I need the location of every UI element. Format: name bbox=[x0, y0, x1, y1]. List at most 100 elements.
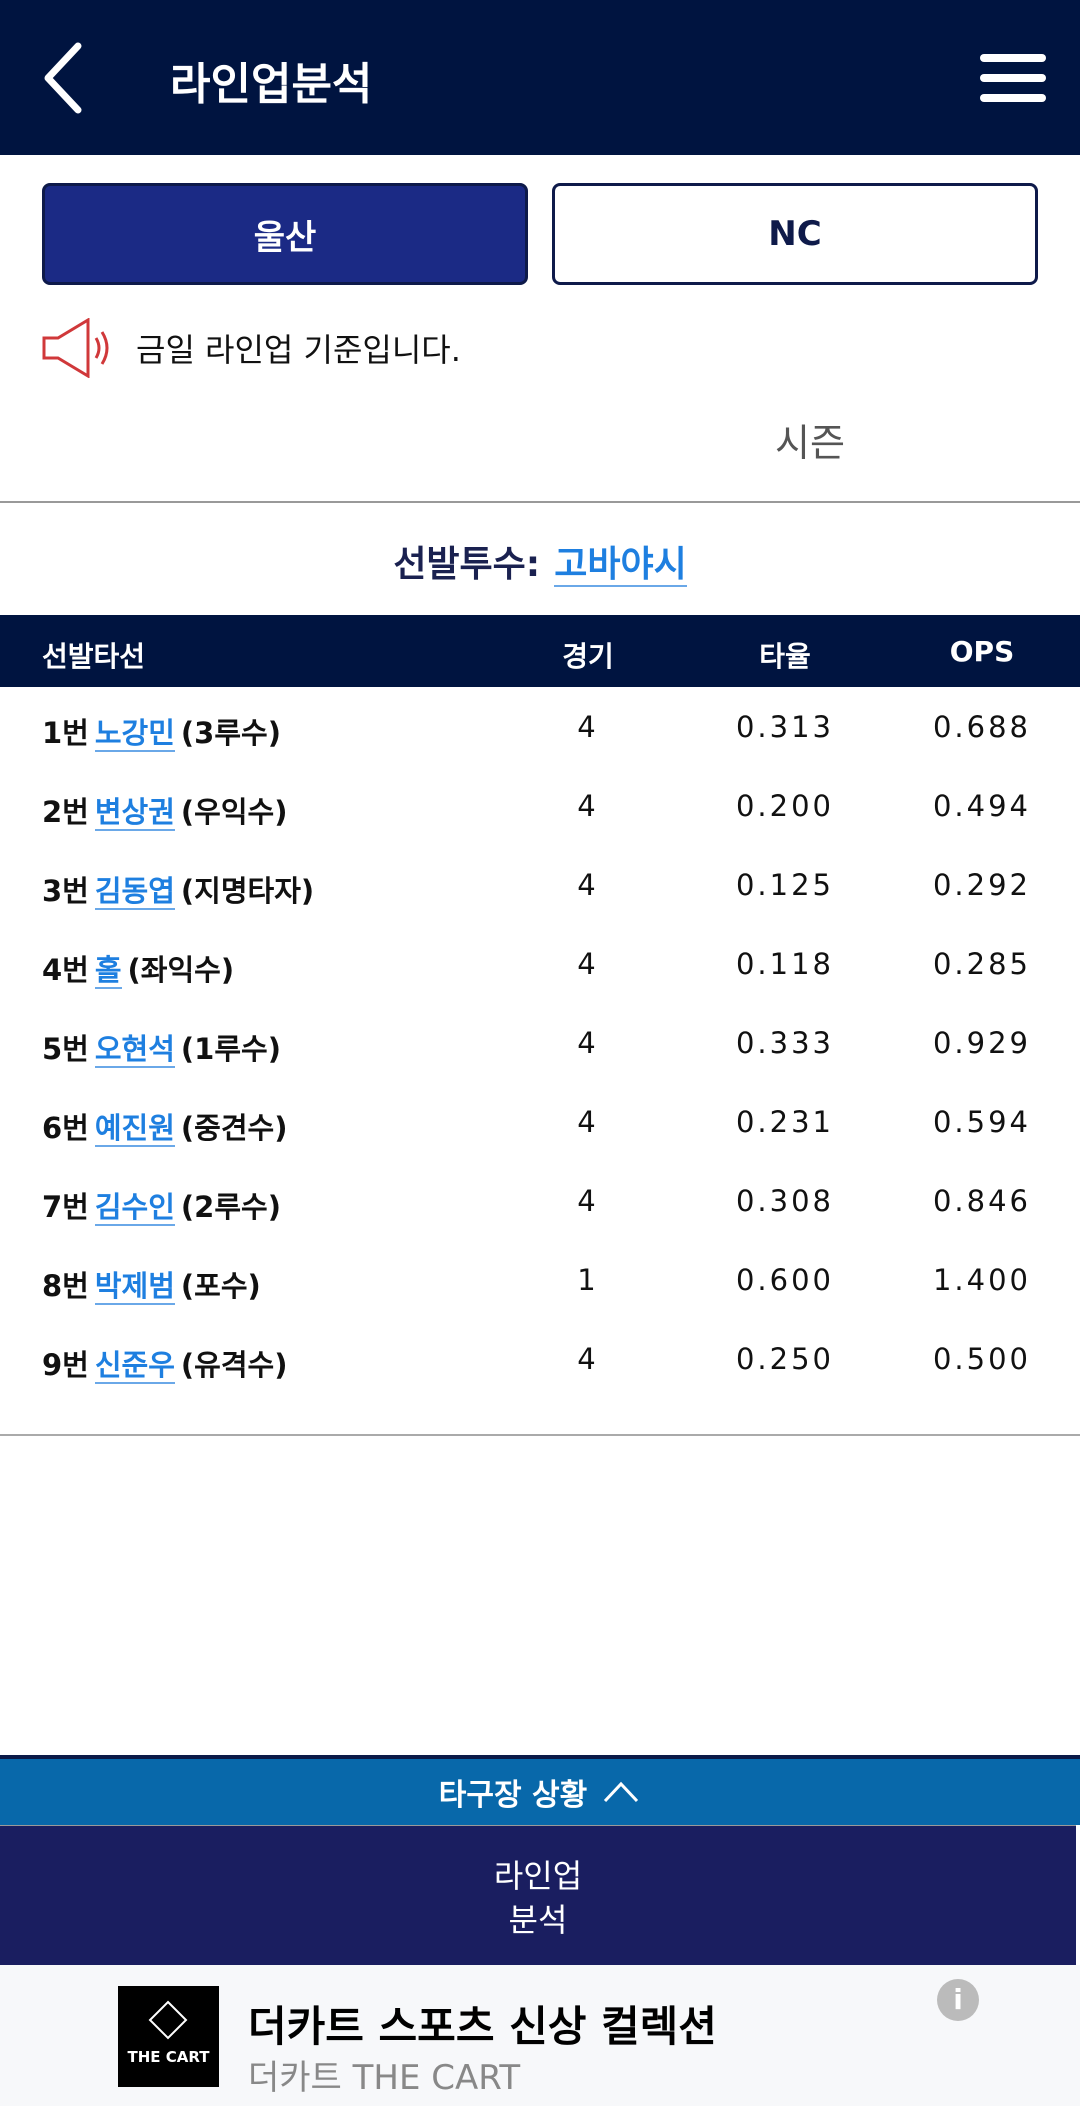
header-lineup: 선발타선 bbox=[42, 640, 146, 673]
ad-subtitle: 더카트 THE CART bbox=[248, 2058, 521, 2098]
header-ops: OPS bbox=[949, 635, 1015, 668]
avg-cell: 0.231 bbox=[735, 1105, 835, 1139]
avg-cell: 0.118 bbox=[735, 947, 835, 981]
ops-cell: 0.292 bbox=[932, 868, 1032, 902]
player-name-link[interactable]: 오현석 bbox=[94, 1032, 175, 1068]
player-name-link[interactable]: 예진원 bbox=[94, 1111, 175, 1147]
games-cell: 4 bbox=[577, 1184, 599, 1218]
player-name-link[interactable]: 신준우 bbox=[94, 1348, 175, 1384]
avg-cell: 0.200 bbox=[735, 789, 835, 823]
divider bbox=[0, 1434, 1080, 1436]
notice-text: 금일 라인업 기준입니다. bbox=[136, 331, 461, 369]
batting-order: 8번 bbox=[42, 1269, 89, 1303]
player-cell: 6번 예진원 (중견수) bbox=[42, 1105, 287, 1147]
games-cell: 1 bbox=[577, 1263, 599, 1297]
ops-cell: 0.846 bbox=[932, 1184, 1032, 1218]
avg-cell: 0.600 bbox=[735, 1263, 835, 1297]
player-position: (중견수) bbox=[180, 1111, 288, 1145]
batting-order: 1번 bbox=[42, 716, 89, 750]
games-cell: 4 bbox=[577, 1026, 599, 1060]
header-games: 경기 bbox=[562, 640, 614, 673]
player-position: (1루수) bbox=[180, 1032, 281, 1066]
player-position: (우익수) bbox=[180, 795, 288, 829]
nav-label-line2: 분석 bbox=[508, 1901, 568, 1939]
ops-cell: 1.400 bbox=[932, 1263, 1032, 1297]
table-row: 4번 홀 (좌익수) 4 0.118 0.285 bbox=[0, 927, 1080, 1006]
ops-cell: 0.688 bbox=[932, 710, 1032, 744]
batting-order: 9번 bbox=[42, 1348, 89, 1382]
player-position: (포수) bbox=[180, 1269, 261, 1303]
player-cell: 1번 노강민 (3루수) bbox=[42, 710, 281, 752]
games-cell: 4 bbox=[577, 868, 599, 902]
table-row: 6번 예진원 (중견수) 4 0.231 0.594 bbox=[0, 1085, 1080, 1164]
pitcher-label: 선발투수: bbox=[393, 544, 541, 585]
games-cell: 4 bbox=[577, 710, 599, 744]
info-icon[interactable]: i bbox=[937, 1979, 979, 2021]
player-cell: 2번 변상권 (우익수) bbox=[42, 789, 287, 831]
player-cell: 8번 박제범 (포수) bbox=[42, 1263, 261, 1305]
avg-cell: 0.250 bbox=[735, 1342, 835, 1376]
batting-order: 3번 bbox=[42, 874, 89, 908]
player-position: (유격수) bbox=[180, 1348, 288, 1382]
speaker-icon bbox=[42, 318, 109, 378]
table-row: 7번 김수인 (2루수) 4 0.308 0.846 bbox=[0, 1164, 1080, 1243]
other-games-toggle[interactable]: 타구장 상황 bbox=[0, 1755, 1080, 1825]
hamburger-menu-icon[interactable] bbox=[980, 54, 1046, 102]
table-row: 9번 신준우 (유격수) 4 0.250 0.500 bbox=[0, 1322, 1080, 1401]
player-position: (2루수) bbox=[180, 1190, 281, 1224]
pitcher-name-link[interactable]: 고바야시 bbox=[554, 544, 687, 587]
tab-home-team[interactable]: 울산 bbox=[42, 183, 528, 285]
ad-title[interactable]: 더카트 스포츠 신상 컬렉션 bbox=[248, 2002, 717, 2051]
other-games-label: 타구장 상황 bbox=[438, 1778, 588, 1813]
notice: 금일 라인업 기준입니다. bbox=[42, 318, 461, 378]
player-cell: 4번 홀 (좌익수) bbox=[42, 947, 234, 989]
app-header: 라인업분석 bbox=[0, 0, 1080, 155]
player-name-link[interactable]: 박제범 bbox=[94, 1269, 175, 1305]
tab-away-team[interactable]: NC bbox=[552, 183, 1038, 285]
avg-cell: 0.313 bbox=[735, 710, 835, 744]
player-name-link[interactable]: 노강민 bbox=[94, 716, 175, 752]
batting-order: 6번 bbox=[42, 1111, 89, 1145]
chevron-up-icon bbox=[604, 1781, 639, 1803]
games-cell: 4 bbox=[577, 1105, 599, 1139]
table-row: 2번 변상권 (우익수) 4 0.200 0.494 bbox=[0, 769, 1080, 848]
table-row: 8번 박제범 (포수) 1 0.600 1.400 bbox=[0, 1243, 1080, 1322]
page-title: 라인업분석 bbox=[170, 59, 373, 110]
ops-cell: 0.929 bbox=[932, 1026, 1032, 1060]
ops-cell: 0.494 bbox=[932, 789, 1032, 823]
nav-label-line1: 라인업 bbox=[493, 1857, 583, 1895]
ops-cell: 0.500 bbox=[932, 1342, 1032, 1376]
player-name-link[interactable]: 김수인 bbox=[94, 1190, 175, 1226]
ad-banner[interactable]: THE CART 더카트 스포츠 신상 컬렉션 더카트 THE CART i bbox=[0, 1965, 1080, 2106]
player-cell: 9번 신준우 (유격수) bbox=[42, 1342, 287, 1384]
games-cell: 4 bbox=[577, 1342, 599, 1376]
season-label[interactable]: 시즌 bbox=[775, 421, 845, 465]
divider bbox=[0, 501, 1080, 503]
avg-cell: 0.125 bbox=[735, 868, 835, 902]
player-position: (3루수) bbox=[180, 716, 281, 750]
avg-cell: 0.308 bbox=[735, 1184, 835, 1218]
player-cell: 7번 김수인 (2루수) bbox=[42, 1184, 281, 1226]
batting-order: 2번 bbox=[42, 795, 89, 829]
ops-cell: 0.594 bbox=[932, 1105, 1032, 1139]
player-name-link[interactable]: 변상권 bbox=[94, 795, 175, 831]
player-name-link[interactable]: 김동엽 bbox=[94, 874, 175, 910]
header-avg: 타율 bbox=[759, 640, 811, 673]
player-position: (지명타자) bbox=[180, 874, 315, 908]
batting-order: 5번 bbox=[42, 1032, 89, 1066]
batting-order: 4번 bbox=[42, 953, 89, 987]
player-position: (좌익수) bbox=[127, 953, 235, 987]
ops-cell: 0.285 bbox=[932, 947, 1032, 981]
games-cell: 4 bbox=[577, 947, 599, 981]
batting-order: 7번 bbox=[42, 1190, 89, 1224]
table-row: 5번 오현석 (1루수) 4 0.333 0.929 bbox=[0, 1006, 1080, 1085]
table-row: 1번 노강민 (3루수) 4 0.313 0.688 bbox=[0, 690, 1080, 769]
table-row: 3번 김동엽 (지명타자) 4 0.125 0.292 bbox=[0, 848, 1080, 927]
starting-pitcher: 선발투수: 고바야시 bbox=[0, 535, 1080, 587]
table-header: 선발타선 경기 타율 OPS bbox=[0, 615, 1080, 687]
player-name-link[interactable]: 홀 bbox=[94, 953, 122, 989]
back-arrow-icon[interactable] bbox=[40, 40, 90, 115]
avg-cell: 0.333 bbox=[735, 1026, 835, 1060]
player-cell: 3번 김동엽 (지명타자) bbox=[42, 868, 314, 910]
